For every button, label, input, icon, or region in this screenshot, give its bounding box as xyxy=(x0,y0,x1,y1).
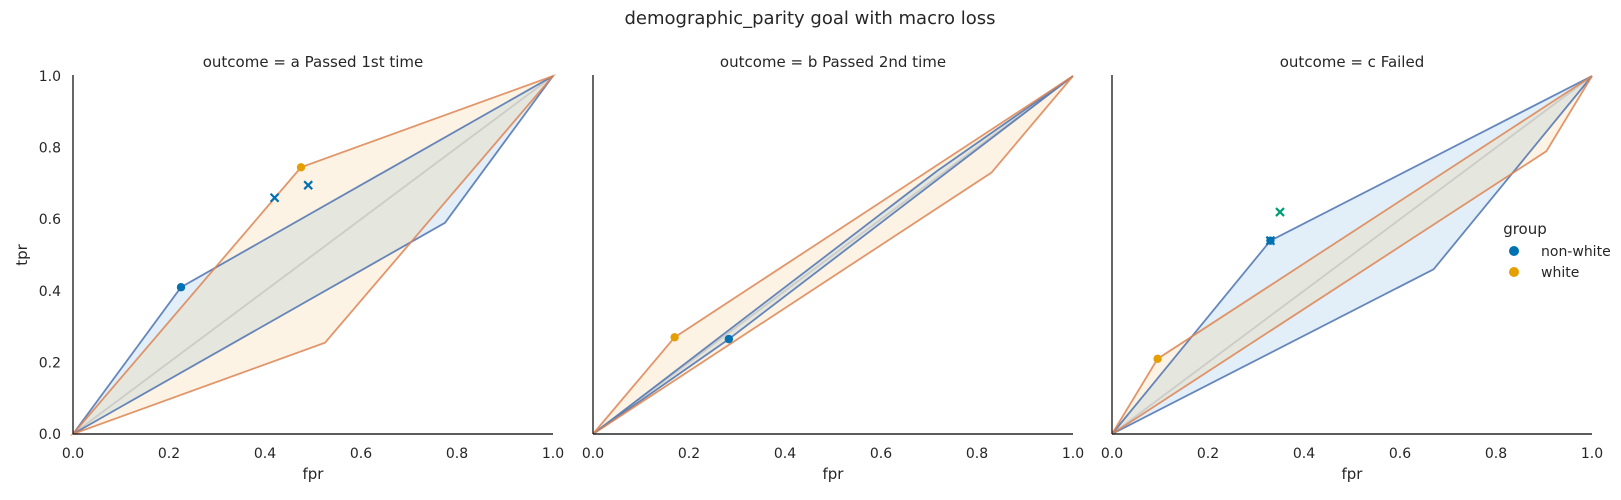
legend-marker-white xyxy=(1509,267,1519,277)
point-marker-white xyxy=(670,333,679,342)
point-marker-white xyxy=(296,163,306,172)
point-marker-non-white xyxy=(176,283,186,292)
x-tick-label: 0.8 xyxy=(966,446,988,462)
x-tick-label: 1.0 xyxy=(1062,446,1084,462)
x-tick-label: 0.8 xyxy=(1485,446,1507,462)
cross-marker xyxy=(1275,207,1285,217)
point-marker-non-white xyxy=(1266,236,1275,245)
x-tick-label: 0.6 xyxy=(870,446,892,462)
x-tick-label: 0.2 xyxy=(1197,446,1219,462)
diagonal-reference-line xyxy=(72,75,554,435)
x-tick-label: 0.4 xyxy=(774,446,796,462)
x-tick-label: 1.0 xyxy=(542,446,564,462)
point-marker-non-white xyxy=(724,334,734,344)
x-tick-label: 0.2 xyxy=(678,446,700,462)
cross-marker xyxy=(269,192,280,203)
y-axis-label: tpr xyxy=(13,243,31,265)
y-tick-label: 0.8 xyxy=(39,141,61,157)
diagonal-reference-line xyxy=(1111,75,1593,435)
panel-title: outcome = c Failed xyxy=(1280,53,1424,71)
hull-outline-white xyxy=(592,75,1074,435)
panel-title: outcome = b Passed 2nd time xyxy=(720,53,946,71)
x-axis-label: fpr xyxy=(823,465,845,483)
legend-title: group xyxy=(1503,220,1547,238)
x-axis-label: fpr xyxy=(1342,465,1364,483)
legend-label-white: white xyxy=(1541,265,1579,281)
x-tick-label: 0.0 xyxy=(582,446,604,462)
x-tick-label: 0.4 xyxy=(1293,446,1315,462)
cross-marker xyxy=(303,180,313,190)
legend: group non-white white xyxy=(1503,220,1610,281)
x-axis-label: fpr xyxy=(303,465,325,483)
x-tick-label: 0.6 xyxy=(1389,446,1411,462)
y-tick-label: 0.0 xyxy=(39,427,61,443)
panel-outcome-b: 0.0 0.2 0.4 0.6 0.8 1.0 fpr outcome = b Passed … xyxy=(582,53,1084,483)
y-tick-label: 1.0 xyxy=(39,69,61,85)
hull-outline-white xyxy=(1111,75,1593,435)
x-tick-label: 0.6 xyxy=(350,446,372,462)
panel-outcome-a: 0.0 0.2 0.4 0.6 0.8 1.0 0.0 0.2 0.4 0.6 0.8 1.0 fpr t… xyxy=(13,53,564,483)
x-tick-label: 0.2 xyxy=(158,446,180,462)
y-tick-label: 0.2 xyxy=(39,355,61,371)
diagonal-reference-line xyxy=(592,75,1074,435)
panel-title: outcome = a Passed 1st time xyxy=(203,53,424,71)
point-marker-white xyxy=(1153,354,1162,364)
y-tick-label: 0.6 xyxy=(39,212,61,228)
y-tick-label: 0.4 xyxy=(39,284,61,300)
panel-outcome-c: 0.0 0.2 0.4 0.6 0.8 1.0 fpr outcome = c Failed xyxy=(1101,53,1603,483)
x-tick-label: 1.0 xyxy=(1581,446,1603,462)
x-tick-label: 0.4 xyxy=(254,446,276,462)
legend-marker-non-white xyxy=(1509,246,1519,256)
hull-outline-white xyxy=(70,73,556,437)
figure-title: demographic_parity goal with macro loss xyxy=(625,8,996,29)
legend-label-non-white: non-white xyxy=(1541,244,1611,260)
x-tick-label: 0.0 xyxy=(1101,446,1123,462)
x-tick-label: 0.0 xyxy=(62,446,84,462)
x-tick-label: 0.8 xyxy=(446,446,468,462)
